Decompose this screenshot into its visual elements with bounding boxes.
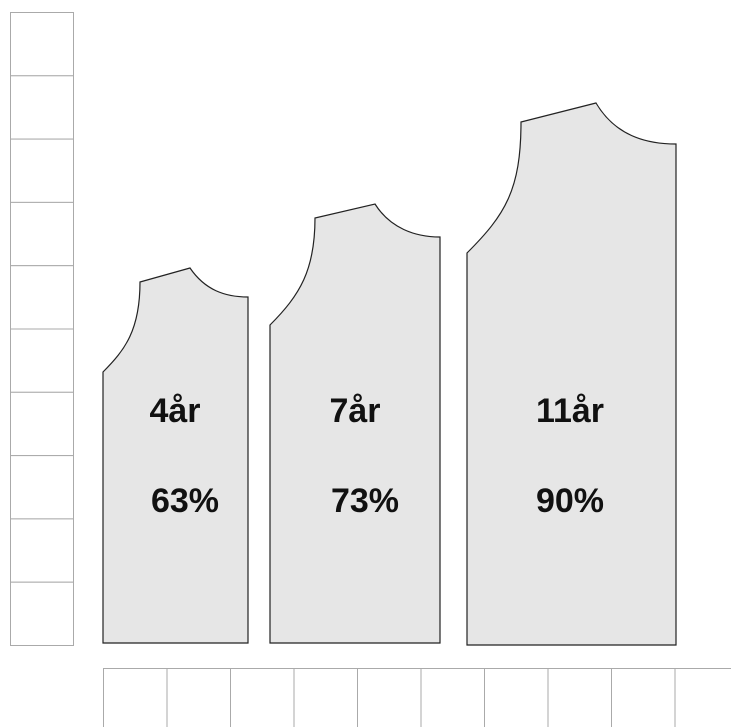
size-percent: 63%: [151, 482, 219, 520]
grid-square: [293, 668, 358, 727]
grid-square: [674, 668, 731, 727]
grid-square: [484, 668, 549, 727]
size-percent: 73%: [331, 482, 399, 520]
size-label: 4år: [149, 392, 200, 430]
grid-square: [10, 455, 74, 520]
size-label: 7år: [329, 392, 380, 430]
horizontal-scale: [103, 668, 731, 727]
grid-square: [10, 328, 74, 393]
pattern-piece: [269, 203, 441, 644]
grid-square: [10, 391, 74, 457]
grid-square: [103, 668, 168, 727]
pattern-piece: [102, 267, 249, 644]
grid-square: [10, 518, 74, 583]
grid-square: [230, 668, 295, 727]
grid-square: [357, 668, 422, 727]
grid-square: [611, 668, 676, 727]
grid-square: [547, 668, 612, 727]
grid-square: [10, 581, 74, 647]
grid-square: [10, 265, 74, 330]
grid-square: [10, 138, 74, 203]
size-percent: 90%: [536, 482, 604, 520]
grid-square: [420, 668, 485, 727]
size-label: 11år: [536, 392, 604, 430]
grid-square: [10, 201, 74, 267]
grid-square: [10, 12, 74, 77]
vertical-scale: [10, 12, 74, 647]
grid-square: [166, 668, 231, 727]
grid-square: [10, 75, 74, 140]
pattern-piece: [466, 102, 677, 646]
